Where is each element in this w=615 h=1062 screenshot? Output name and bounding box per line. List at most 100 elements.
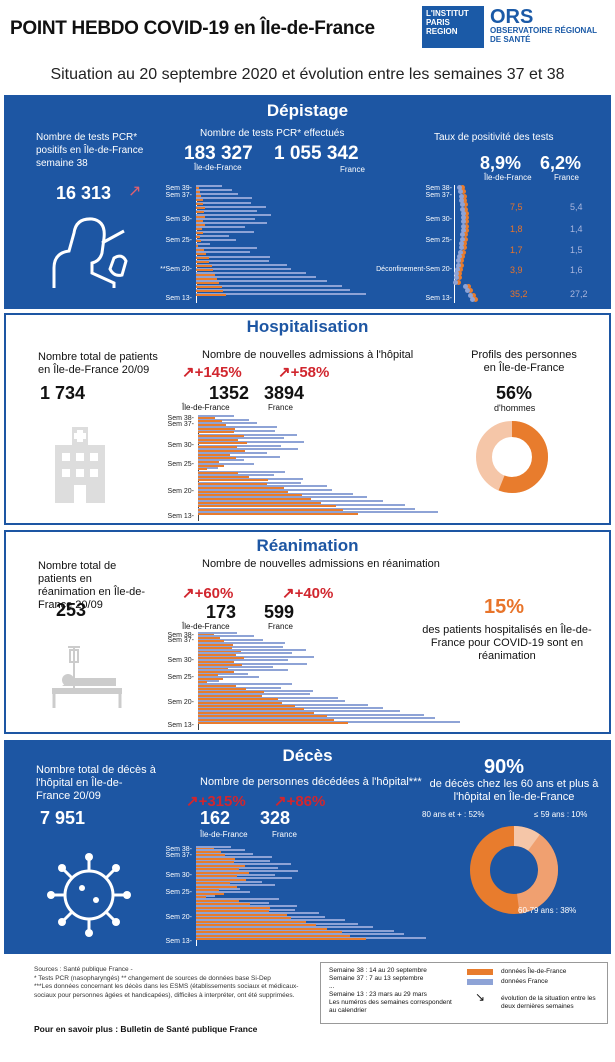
bar-idf (198, 423, 226, 426)
ors-logo: ORS (490, 6, 534, 28)
trend-up-icon: ↗ (128, 183, 142, 200)
rate-fr-label: 1,4 (570, 223, 583, 234)
tick-label: Sem 13- (167, 722, 194, 729)
test-person-icon (52, 217, 128, 288)
bar-idf (196, 938, 366, 941)
tests-bar-chart: Sem 39- Sem 37- Sem 30- Sem 25- **Sem 20- Sem… (154, 185, 384, 303)
hosp-evo-fr: ↗+58% (278, 364, 330, 381)
bar-idf (196, 892, 224, 895)
bar-france (198, 492, 354, 495)
dot-point (459, 202, 465, 208)
deces-pct-text: de décès chez les 60 ans et plus à l'hôp… (429, 778, 599, 803)
dot-point (463, 210, 469, 216)
legend-idf-swatch (467, 969, 493, 975)
bar-idf (196, 273, 216, 276)
bar-france (196, 936, 426, 939)
bar-idf (196, 917, 292, 920)
bar-idf (196, 244, 198, 247)
bar-idf (196, 931, 343, 934)
tick-label: Sem 20- (167, 698, 194, 706)
bar-idf (198, 664, 242, 667)
tick-label: Sem 37- (165, 851, 192, 859)
bar-idf (198, 435, 245, 438)
rate-idf-label: 3,9 (510, 264, 523, 275)
bar-idf (196, 198, 203, 201)
deces-idf-value: 162 (200, 808, 231, 828)
bar-idf (198, 643, 233, 646)
bar-france (198, 440, 304, 443)
bar-france (198, 466, 218, 469)
bar-france (196, 846, 231, 848)
bar-idf (196, 281, 220, 284)
hosp-evo-idf-value: +145% (194, 364, 242, 381)
tick-label: Sem 25- (165, 889, 192, 897)
bar-france (196, 201, 251, 204)
bar-france (198, 448, 298, 451)
sex-donut-chart (476, 421, 548, 493)
bar-france (196, 288, 350, 291)
bar-france (198, 700, 345, 703)
bar-idf (196, 906, 271, 909)
bar-france (198, 496, 368, 499)
bar-france (196, 929, 395, 932)
bar-france (196, 891, 250, 894)
section-title-hospitalisation: Hospitalisation (246, 317, 369, 336)
more-info-link[interactable]: Pour en savoir plus : Bulletin de Santé … (34, 1024, 258, 1034)
bar-france (198, 672, 249, 675)
hosp-fr-label: France (268, 403, 293, 412)
age-donut-chart (470, 826, 558, 915)
bar-france (196, 193, 239, 196)
bar-idf (198, 446, 237, 449)
bar-france (198, 638, 263, 641)
tick-label: Sem 37- (167, 420, 194, 428)
bar-france (196, 866, 279, 869)
dot-point (461, 193, 467, 199)
tick-label: Déconfinement-Sem 20- (376, 266, 452, 274)
sources: Sources : Santé publique France - (34, 966, 133, 973)
tests-label: Nombre de tests PCR* effectués (200, 128, 345, 139)
dot-point (457, 189, 463, 195)
dot-point (456, 258, 462, 264)
bar-france (196, 247, 258, 250)
bar-idf (198, 718, 334, 721)
bar-france (196, 870, 298, 873)
rea-idf-label: Île-de-France (182, 622, 230, 631)
bar-france (196, 856, 272, 859)
bar-idf (196, 934, 350, 937)
bar-france (198, 418, 250, 421)
bar-idf (196, 236, 201, 239)
legend-fr: données France (501, 978, 548, 985)
subtitle: Situation au 20 septembre 2020 et évolut… (50, 66, 565, 83)
hosp-bar-chart: Sem 38- Sem 37- Sem 30- Sem 25- Sem 20- Sem 1… (156, 415, 446, 521)
bar-idf (198, 438, 239, 441)
hospitalisation-panel: Hospitalisation Nombre total de patients… (4, 313, 611, 525)
deces-label: Nombre de personnes décédées à l'hôpital… (200, 776, 422, 788)
bar-idf (198, 650, 242, 653)
bar-france (196, 284, 343, 287)
chart-axis (454, 185, 455, 303)
legend-idf: données Île-de-France (501, 968, 567, 975)
bar-idf (198, 633, 214, 636)
bar-france (198, 507, 415, 510)
note-1: * Tests PCR (nasopharyngés) ** changemen… (34, 974, 271, 982)
tick-label: Sem 38- (165, 846, 192, 853)
hosp-idf-label: Île-de-France (182, 403, 230, 412)
dot-point (458, 245, 464, 251)
tick-label: Sem 30- (165, 215, 192, 223)
dot-point (463, 215, 469, 221)
rate-idf-label: 35,2 (510, 288, 528, 299)
bar-france (198, 444, 281, 447)
legend-fr-swatch (467, 979, 493, 985)
dot-point (454, 271, 460, 277)
bar-france (198, 720, 460, 723)
bar-france (196, 222, 267, 225)
dot-point (455, 266, 461, 272)
tick-label: Sem 13- (167, 513, 194, 520)
dot-point (458, 266, 464, 272)
bar-idf (196, 248, 204, 251)
bar-idf (198, 711, 314, 714)
bar-idf (198, 501, 322, 504)
dot-point (465, 288, 471, 294)
bar-france (196, 292, 366, 295)
bar-idf (196, 294, 226, 297)
